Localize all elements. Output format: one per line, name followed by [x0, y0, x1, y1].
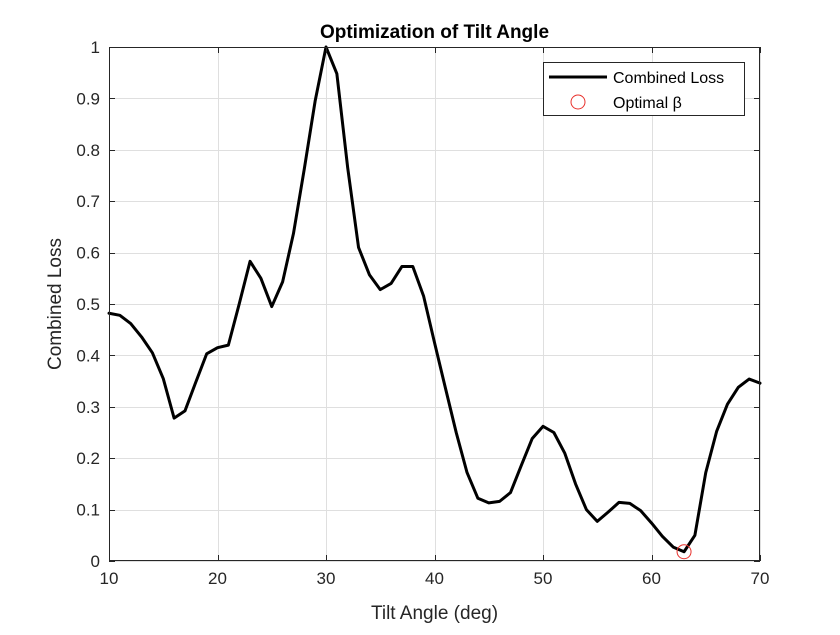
y-tick-label: 0.5 [76, 295, 100, 314]
legend-entry-combined-loss: Combined Loss [613, 70, 724, 87]
series-layer [107, 45, 762, 560]
y-tick-label: 0.7 [76, 192, 100, 211]
x-tick-label: 30 [317, 569, 336, 588]
x-axis-label: Tilt Angle (deg) [371, 603, 498, 624]
legend-box [543, 62, 745, 116]
chart-title: Optimization of Tilt Angle [320, 22, 549, 43]
axis-ticks: 10 20 30 40 50 60 70 0 0.1 0.2 0.3 0.4 0.5 0.6 0.7 0.8 0… [76, 38, 769, 588]
x-tick-label: 60 [642, 569, 661, 588]
y-tick-label: 0 [91, 552, 100, 571]
y-tick-label: 0.3 [76, 398, 100, 417]
y-tick-label: 0.9 [76, 89, 100, 108]
y-tick-label: 0.4 [76, 346, 100, 365]
optimal-point-marker [676, 544, 692, 560]
y-tick-label: 0.1 [76, 501, 100, 520]
legend-marker-swatch [570, 94, 586, 110]
x-tick-label: 10 [100, 569, 119, 588]
y-tick-label: 0.2 [76, 449, 100, 468]
x-tick-label: 50 [534, 569, 553, 588]
y-tick-label: 0.6 [76, 244, 100, 263]
legend: Combined Loss Optimal β [543, 62, 745, 116]
x-tick-label: 70 [751, 569, 770, 588]
series-combined-loss-line [107, 45, 762, 554]
y-axis-label: Combined Loss [45, 238, 66, 370]
x-tick-label: 40 [425, 569, 444, 588]
legend-entry-optimal-beta: Optimal β [613, 95, 682, 112]
x-tick-label: 20 [208, 569, 227, 588]
y-tick-label: 1 [91, 38, 100, 57]
y-tick-label: 0.8 [76, 141, 100, 160]
